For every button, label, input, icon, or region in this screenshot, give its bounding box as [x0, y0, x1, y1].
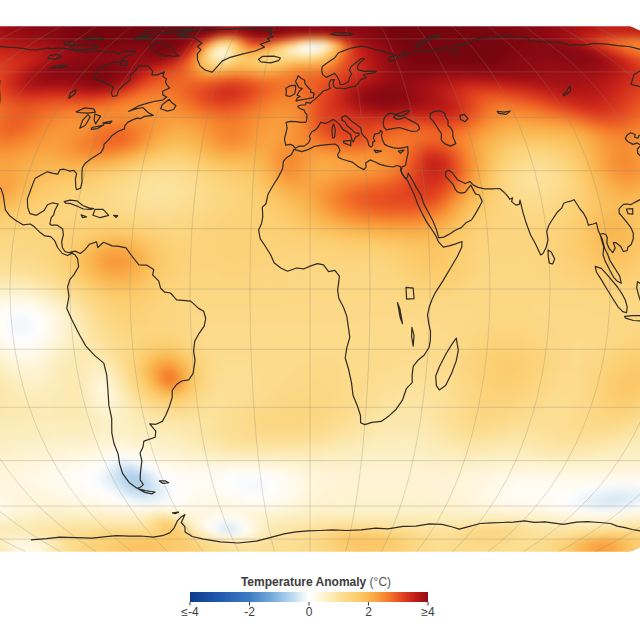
svg-text:Temperature Anomaly (°C): Temperature Anomaly (°C): [241, 575, 391, 589]
svg-text:-2: -2: [244, 605, 255, 619]
svg-text:0: 0: [306, 605, 313, 619]
svg-text:≤-4: ≤-4: [181, 605, 199, 619]
svg-text:2: 2: [365, 605, 372, 619]
svg-text:≥4: ≥4: [421, 605, 435, 619]
